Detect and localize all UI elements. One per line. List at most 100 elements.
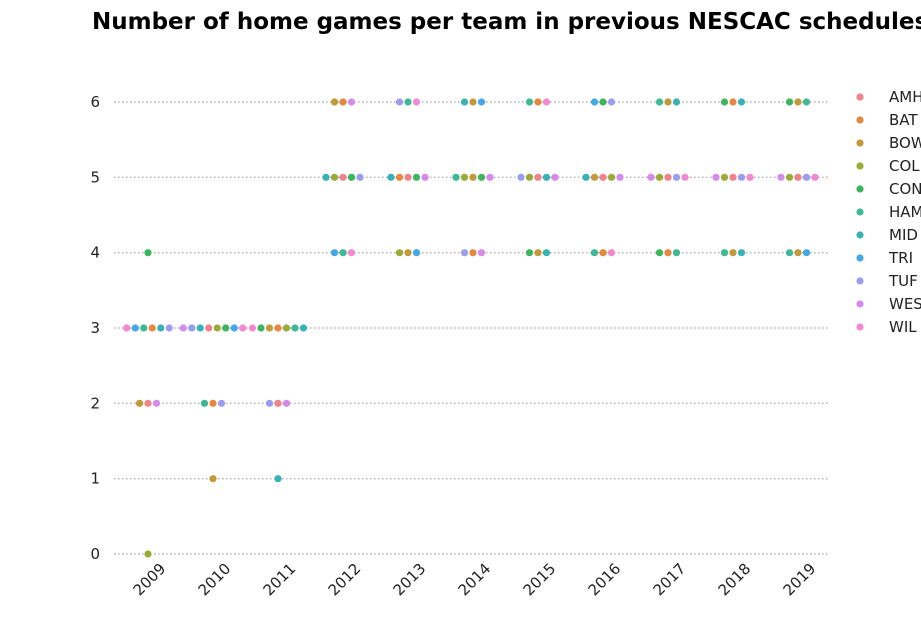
y-tick-label: 6 <box>90 93 100 111</box>
x-tick-label: 2013 <box>390 560 430 600</box>
point-col <box>607 173 616 181</box>
legend-marker <box>856 300 864 308</box>
point-wil <box>248 324 257 332</box>
legend-marker <box>856 185 864 193</box>
point-wes <box>616 173 624 181</box>
y-tick-label: 1 <box>90 470 100 488</box>
point-tuf <box>672 173 681 181</box>
legend-label: TRI <box>888 249 913 267</box>
point-wil <box>239 324 247 332</box>
point-ham <box>404 98 412 106</box>
point-tuf <box>265 399 274 407</box>
x-tick-label: 2018 <box>715 560 755 600</box>
point-col <box>785 173 794 181</box>
point-tri <box>590 98 599 106</box>
legend-marker <box>856 277 864 285</box>
point-wes <box>152 399 161 407</box>
point-bat <box>148 324 156 332</box>
legend-label: CON <box>889 180 921 198</box>
point-col <box>395 249 404 257</box>
y-tick-label: 0 <box>90 545 100 563</box>
point-mid <box>322 173 330 181</box>
point-mid <box>460 98 469 106</box>
point-mid <box>737 98 746 106</box>
point-bow <box>469 173 477 181</box>
point-con <box>347 173 356 181</box>
point-ham <box>525 98 534 106</box>
point-amh <box>339 173 347 181</box>
point-amh <box>599 173 607 181</box>
point-mid <box>157 324 165 332</box>
point-amh <box>729 173 737 181</box>
point-con <box>525 249 534 257</box>
chart-title: Number of home games per team in previou… <box>92 9 921 35</box>
point-wes <box>486 173 494 181</box>
point-mid <box>299 324 308 332</box>
point-ham <box>452 173 460 181</box>
point-bow <box>590 173 599 181</box>
point-mid <box>542 249 551 257</box>
point-con <box>477 173 486 181</box>
point-wil <box>746 173 754 181</box>
y-tick-label: 4 <box>90 244 100 262</box>
point-col <box>213 324 221 332</box>
point-ham <box>802 98 811 106</box>
legend-label: COL <box>889 157 920 175</box>
point-mid <box>672 98 681 106</box>
point-wes <box>712 173 720 181</box>
point-col <box>655 173 664 181</box>
point-mid <box>542 173 551 181</box>
x-axis-ticks: 2009 2010 2011 2012 2013 2014 2015 2016 2017 2018… <box>130 560 820 600</box>
point-con <box>599 98 607 106</box>
legend-label: AMH <box>889 88 921 106</box>
point-tuf <box>607 98 616 106</box>
point-ham <box>655 98 664 106</box>
point-bat <box>274 324 282 332</box>
legend-label: MID <box>889 226 918 244</box>
point-bow <box>135 399 144 407</box>
point-con <box>144 249 152 257</box>
legend-marker <box>856 208 864 216</box>
point-con <box>785 98 794 106</box>
point-wil <box>607 249 616 257</box>
point-wes <box>282 399 291 407</box>
x-tick-label: 2015 <box>520 560 560 600</box>
legend-marker <box>856 231 864 239</box>
point-col <box>282 324 291 332</box>
point-ham <box>672 249 681 257</box>
point-bat <box>339 98 347 106</box>
point-ham <box>590 249 599 257</box>
point-bow <box>794 249 802 257</box>
point-amh <box>205 324 213 332</box>
legend-label: HAM <box>889 203 921 221</box>
x-tick-label: 2011 <box>260 560 300 600</box>
point-bat <box>395 173 404 181</box>
point-amh <box>404 173 412 181</box>
point-wil <box>811 173 819 181</box>
point-mid <box>582 173 590 181</box>
point-wil <box>542 98 551 106</box>
point-bow <box>209 475 217 483</box>
point-col <box>460 173 469 181</box>
legend-marker <box>856 116 864 124</box>
data-points <box>123 98 819 558</box>
point-tuf <box>165 324 173 332</box>
y-tick-label: 2 <box>90 394 100 412</box>
point-wes <box>421 173 429 181</box>
point-mid <box>737 249 746 257</box>
point-col <box>720 173 729 181</box>
x-tick-label: 2009 <box>130 560 170 600</box>
point-bat <box>469 249 477 257</box>
point-bow <box>404 249 412 257</box>
legend-label: WIL <box>889 318 917 336</box>
point-amh <box>794 173 802 181</box>
point-tri <box>230 324 238 332</box>
point-bow <box>469 98 477 106</box>
point-amh <box>664 173 672 181</box>
point-bow <box>265 324 274 332</box>
x-tick-label: 2017 <box>650 560 690 600</box>
legend-marker <box>856 162 864 170</box>
point-mid <box>387 173 395 181</box>
point-ham <box>200 399 209 407</box>
